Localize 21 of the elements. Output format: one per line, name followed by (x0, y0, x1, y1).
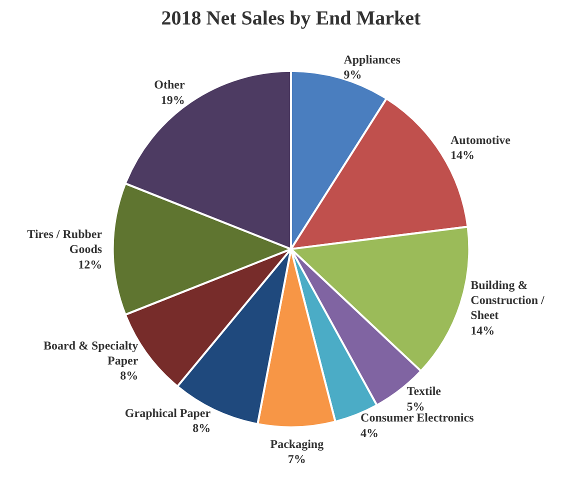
slice-label: Building & Construction / Sheet (470, 278, 546, 322)
data-label: 8% (120, 368, 138, 383)
slice-label: Packaging (270, 436, 324, 451)
slice-label: Textile (406, 384, 442, 398)
data-label: 7% (288, 452, 306, 466)
data-label: 12% (78, 257, 102, 272)
slice-label: Consumer Electronics (360, 410, 474, 425)
data-label: 5% (406, 399, 425, 414)
slice-label: Graphical Paper (124, 406, 212, 420)
slice-label: Appliances (344, 52, 401, 66)
slice-label: Automotive (450, 132, 512, 147)
data-label: 14% (450, 148, 475, 162)
chart-title: 2018 Net Sales by End Market (161, 8, 422, 30)
slice-label: Other (154, 78, 186, 92)
data-label: 8% (192, 421, 211, 436)
slice-label: Board & Specialty Paper (44, 338, 139, 368)
data-label: 19% (160, 92, 185, 107)
data-label: 4% (360, 426, 379, 440)
data-label: 9% (344, 68, 362, 82)
slice-label: Tires / Rubber Goods (27, 226, 103, 256)
data-label: 14% (470, 323, 495, 338)
